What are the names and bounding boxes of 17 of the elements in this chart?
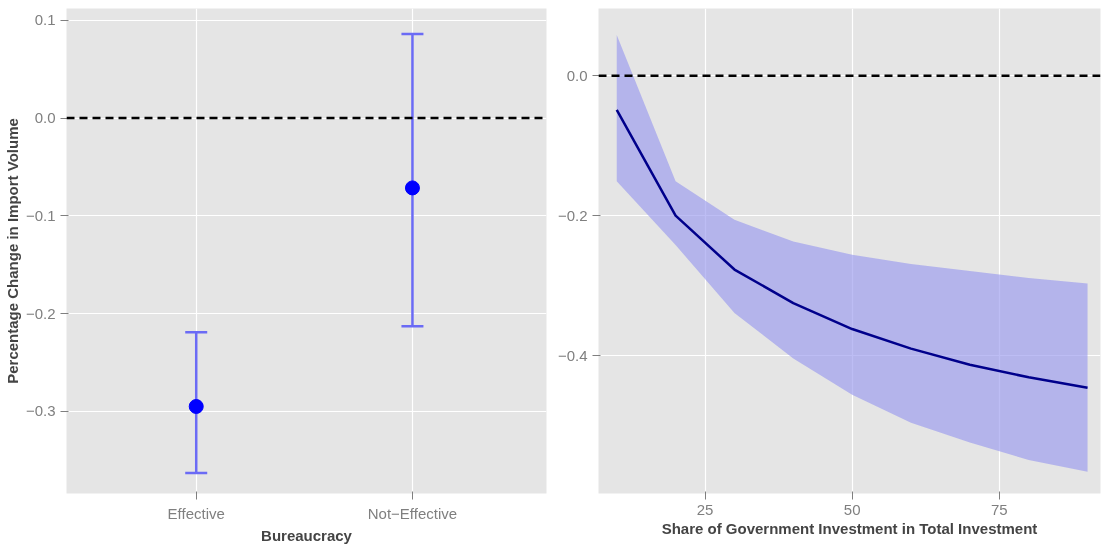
y-tick-label: 0.0	[34, 109, 56, 127]
x-axis-title: Share of Government Investment in Total Investment	[661, 519, 1038, 537]
y-tick-label: −0.3	[25, 402, 56, 420]
x-tick-label: 50	[843, 500, 861, 518]
y-tick-label: −0.4	[557, 346, 588, 364]
x-tick-label: 75	[990, 500, 1008, 518]
x-axis-title: Bureaucracy	[261, 526, 353, 544]
y-tick-label: 0.1	[34, 11, 56, 29]
y-tick-label: −0.1	[25, 206, 56, 224]
y-tick-label: 0.0	[566, 66, 588, 84]
x-tick-label: Effective	[167, 504, 225, 522]
x-tick-label: 25	[696, 500, 714, 518]
x-tick-label: Not−Effective	[367, 504, 458, 522]
y-axis-title: Percentage Change in Import Volume	[3, 118, 21, 384]
y-tick-label: −0.2	[557, 206, 588, 224]
y-tick-label: −0.2	[25, 304, 56, 322]
line-series	[615, 108, 1089, 390]
